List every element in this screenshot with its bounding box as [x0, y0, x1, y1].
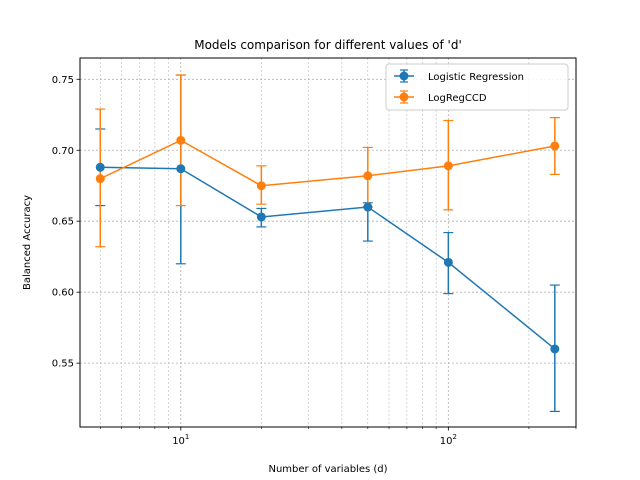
chart-title: Models comparison for different values o… — [194, 38, 462, 52]
data-point — [550, 141, 560, 151]
y-axis-ticks: 0.55 0.60 0.65 0.70 0.75 — [52, 75, 80, 370]
y-tick-label: 0.75 — [52, 75, 74, 86]
legend-marker — [399, 92, 409, 102]
series-line-0 — [100, 166, 556, 350]
legend-marker — [399, 71, 409, 81]
data-points — [95, 135, 560, 354]
data-point — [95, 174, 105, 184]
data-point — [443, 257, 453, 267]
data-point — [256, 212, 266, 222]
series-lines — [99, 139, 556, 350]
legend-box — [385, 63, 569, 111]
y-tick-label: 0.60 — [52, 288, 74, 299]
data-point — [176, 135, 186, 145]
y-tick-label: 0.55 — [52, 359, 74, 370]
x-tick-label: 101 — [172, 433, 189, 447]
data-point — [176, 164, 186, 174]
y-axis-title: Balanced Accuracy — [22, 195, 33, 290]
legend-label: Logistic Regression — [428, 72, 524, 83]
legend-label: LogRegCCD — [428, 93, 487, 104]
x-axis-ticks: 101 102 — [99, 427, 577, 447]
x-axis-title: Number of variables (d) — [268, 464, 387, 475]
y-tick-label: 0.70 — [52, 146, 74, 157]
legend: Logistic Regression LogRegCCD — [385, 63, 569, 111]
plot-frame — [79, 57, 577, 428]
data-point — [550, 344, 560, 354]
data-point — [363, 202, 373, 212]
data-point — [95, 162, 105, 172]
series-line-1 — [99, 139, 555, 187]
data-point — [363, 171, 373, 181]
y-tick-label: 0.65 — [52, 217, 74, 228]
x-tick-label: 102 — [440, 433, 457, 447]
data-point — [256, 181, 266, 191]
data-point — [443, 161, 453, 171]
